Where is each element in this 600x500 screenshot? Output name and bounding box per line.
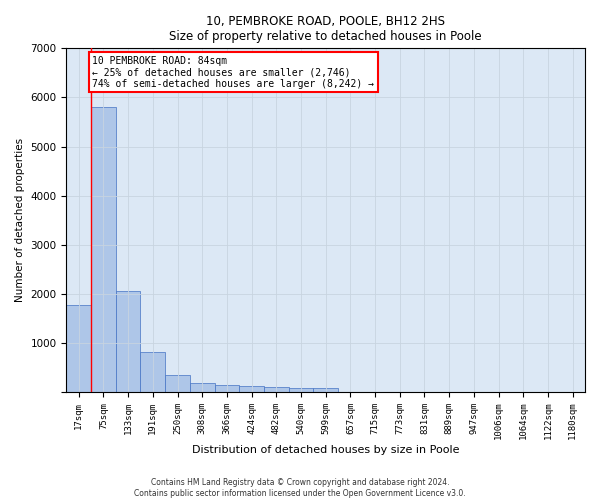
Bar: [239, 386, 264, 392]
Bar: [313, 388, 338, 392]
Bar: [215, 385, 239, 392]
Bar: [190, 382, 215, 392]
Bar: [289, 388, 313, 392]
Y-axis label: Number of detached properties: Number of detached properties: [15, 138, 25, 302]
Bar: [165, 376, 190, 392]
Bar: [67, 304, 91, 392]
Title: 10, PEMBROKE ROAD, POOLE, BH12 2HS
Size of property relative to detached houses : 10, PEMBROKE ROAD, POOLE, BH12 2HS Size …: [169, 15, 482, 43]
Text: 10 PEMBROKE ROAD: 84sqm
← 25% of detached houses are smaller (2,746)
74% of semi: 10 PEMBROKE ROAD: 84sqm ← 25% of detache…: [92, 56, 374, 89]
Bar: [264, 387, 289, 392]
Bar: [140, 352, 165, 392]
Bar: [116, 291, 140, 392]
X-axis label: Distribution of detached houses by size in Poole: Distribution of detached houses by size …: [192, 445, 460, 455]
Text: Contains HM Land Registry data © Crown copyright and database right 2024.
Contai: Contains HM Land Registry data © Crown c…: [134, 478, 466, 498]
Bar: [91, 108, 116, 392]
